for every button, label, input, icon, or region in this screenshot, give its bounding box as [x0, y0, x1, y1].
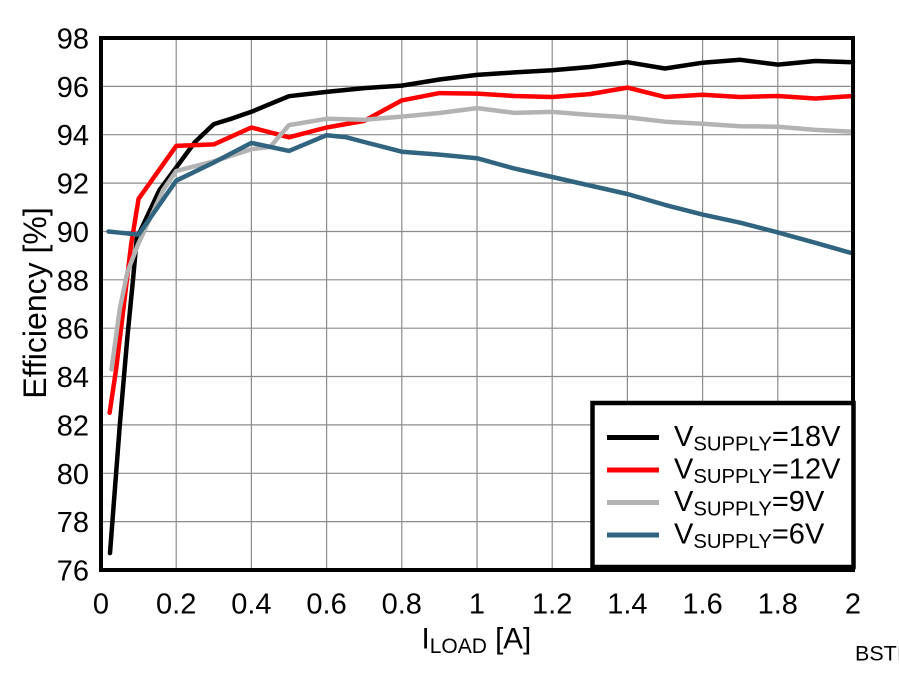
- svg-text:0.4: 0.4: [231, 589, 271, 621]
- svg-text:78: 78: [57, 507, 89, 539]
- svg-text:0.8: 0.8: [382, 589, 422, 621]
- svg-text:VSUPPLY=6V: VSUPPLY=6V: [674, 519, 825, 554]
- svg-text:BSTI: BSTI: [855, 642, 899, 666]
- svg-text:0: 0: [93, 589, 109, 621]
- svg-text:80: 80: [57, 459, 89, 491]
- svg-text:76: 76: [57, 556, 89, 588]
- svg-text:1.6: 1.6: [682, 589, 722, 621]
- svg-text:1.2: 1.2: [532, 589, 572, 621]
- svg-text:1.8: 1.8: [758, 589, 798, 621]
- svg-text:98: 98: [57, 24, 89, 56]
- svg-text:82: 82: [57, 410, 89, 442]
- svg-text:0.6: 0.6: [306, 589, 346, 621]
- svg-text:Efficiency [%]: Efficiency [%]: [17, 207, 53, 398]
- svg-text:96: 96: [57, 72, 89, 104]
- svg-text:94: 94: [57, 120, 89, 152]
- svg-text:92: 92: [57, 169, 89, 201]
- svg-text:86: 86: [57, 314, 89, 346]
- svg-text:1.4: 1.4: [607, 589, 647, 621]
- svg-text:90: 90: [57, 217, 89, 249]
- svg-text:1: 1: [469, 589, 485, 621]
- svg-text:0.2: 0.2: [156, 589, 196, 621]
- svg-text:VSUPPLY=9V: VSUPPLY=9V: [674, 486, 825, 521]
- svg-text:2: 2: [845, 589, 861, 621]
- svg-text:84: 84: [57, 362, 89, 394]
- svg-text:88: 88: [57, 265, 89, 297]
